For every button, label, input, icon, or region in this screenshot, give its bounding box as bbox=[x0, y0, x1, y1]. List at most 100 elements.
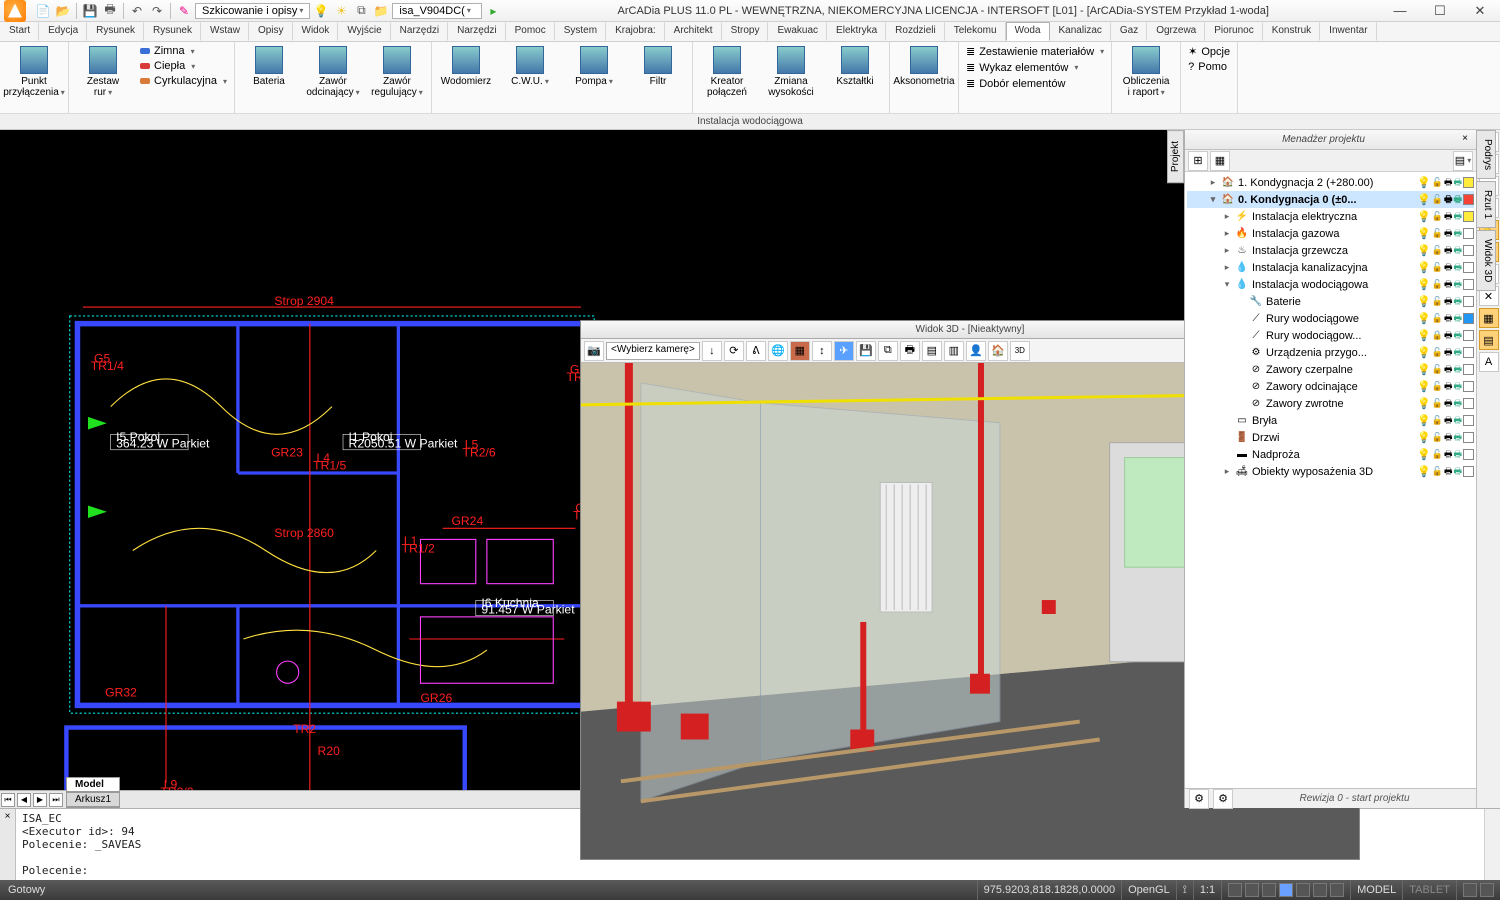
print2-icon[interactable]: 🖶 bbox=[1454, 345, 1463, 361]
visibility-bulb-icon[interactable]: 💡 bbox=[1417, 346, 1431, 359]
visibility-bulb-icon[interactable]: 💡 bbox=[1417, 397, 1431, 410]
menu-wstaw[interactable]: Wstaw bbox=[201, 22, 249, 41]
sheet-nav-first[interactable]: ⏮ bbox=[1, 793, 15, 807]
visibility-bulb-icon[interactable]: 💡 bbox=[1417, 227, 1431, 240]
print-icon[interactable]: 🖶 bbox=[1444, 362, 1453, 378]
color-swatch[interactable] bbox=[1463, 296, 1474, 307]
view3d-copy-icon[interactable]: ⧉ bbox=[878, 341, 898, 361]
menu-elektryka[interactable]: Elektryka bbox=[827, 22, 886, 41]
menu-stropy[interactable]: Stropy bbox=[722, 22, 769, 41]
ribbon-wykaz-elementów[interactable]: ≣Wykaz elementów▾ bbox=[963, 60, 1107, 75]
pm-footer-gear1[interactable]: ⚙ bbox=[1189, 789, 1209, 809]
status-lwt-icon[interactable] bbox=[1330, 883, 1344, 897]
status-snap-icon[interactable] bbox=[1228, 883, 1242, 897]
lock-icon[interactable]: 🔒 bbox=[1432, 330, 1443, 341]
status-ext1-icon[interactable] bbox=[1463, 883, 1477, 897]
sheet-tab-arkusz2[interactable]: Arkusz2 bbox=[66, 807, 120, 808]
lock-icon[interactable]: 🔓 bbox=[1432, 398, 1443, 409]
print-icon[interactable]: 🖶 bbox=[1444, 294, 1453, 310]
print-icon[interactable]: 🖶 bbox=[1444, 277, 1453, 293]
tree-item[interactable]: 🔧Baterie💡🔓🖶🖶 bbox=[1187, 293, 1474, 310]
lock-icon[interactable]: 🔓 bbox=[1432, 194, 1443, 205]
print2-icon[interactable]: 🖶 bbox=[1454, 447, 1463, 463]
ribbon-aksonometria[interactable]: Aksonometria bbox=[894, 44, 954, 89]
color-swatch[interactable] bbox=[1463, 228, 1474, 239]
menu-widok[interactable]: Widok bbox=[293, 22, 339, 41]
visibility-bulb-icon[interactable]: 💡 bbox=[1417, 193, 1431, 206]
tree-item[interactable]: ⟋Rury wodociągowe💡🔓🖶🖶 bbox=[1187, 310, 1474, 327]
color-swatch[interactable] bbox=[1463, 211, 1474, 222]
print-icon[interactable]: 🖶 bbox=[1444, 430, 1453, 446]
tree-item[interactable]: ⊘Zawory czerpalne💡🔓🖶🖶 bbox=[1187, 361, 1474, 378]
pm-btn1[interactable]: ⊞ bbox=[1188, 151, 1208, 171]
lock-icon[interactable]: 🔓 bbox=[1432, 211, 1443, 222]
qat-layers-icon[interactable]: ⧉ bbox=[352, 2, 370, 20]
color-swatch[interactable] bbox=[1463, 313, 1474, 324]
menu-architekt[interactable]: Architekt bbox=[665, 22, 722, 41]
print2-icon[interactable]: 🖶 bbox=[1454, 294, 1463, 310]
minimize-button[interactable]: — bbox=[1380, 0, 1420, 22]
ribbon-kreator-połączeń[interactable]: Kreatorpołączeń bbox=[697, 44, 757, 100]
ribbon-zawór-odcinający[interactable]: Zawórodcinający▾ bbox=[303, 44, 363, 100]
visibility-bulb-icon[interactable]: 💡 bbox=[1417, 278, 1431, 291]
sheet-nav-next[interactable]: ▶ bbox=[33, 793, 47, 807]
rt-color-icon[interactable]: ▦ bbox=[1479, 308, 1499, 328]
sheet-nav-last[interactable]: ⏭ bbox=[49, 793, 63, 807]
menu-rysunek[interactable]: Rysunek bbox=[144, 22, 201, 41]
print2-icon[interactable]: 🖶 bbox=[1454, 464, 1463, 480]
command-scrollbar[interactable] bbox=[1484, 809, 1500, 880]
view3d-brick-icon[interactable]: ▦ bbox=[790, 341, 810, 361]
lock-icon[interactable]: 🔓 bbox=[1432, 313, 1443, 324]
menu-pomoc[interactable]: Pomoc bbox=[506, 22, 555, 41]
status-scale[interactable]: 1:1 bbox=[1193, 880, 1221, 900]
side-tab-widok-3d[interactable]: Widok 3D bbox=[1476, 230, 1496, 291]
ribbon-bateria[interactable]: Bateria bbox=[239, 44, 299, 89]
ribbon-filtr[interactable]: Filtr bbox=[628, 44, 688, 89]
view3d-walk-icon[interactable]: ᕕ bbox=[746, 341, 766, 361]
menu-inwentar[interactable]: Inwentar bbox=[1320, 22, 1376, 41]
visibility-bulb-icon[interactable]: 💡 bbox=[1417, 295, 1431, 308]
print-icon[interactable]: 🖶 bbox=[1444, 209, 1453, 225]
view3d-camera-icon[interactable]: 📷 bbox=[584, 341, 604, 361]
print2-icon[interactable]: 🖶 bbox=[1454, 430, 1463, 446]
ribbon-dobór-elementów[interactable]: ≣Dobór elementów bbox=[963, 76, 1107, 91]
view3d-print-icon[interactable]: 🖶 bbox=[900, 341, 920, 361]
sheet-nav-prev[interactable]: ◀ bbox=[17, 793, 31, 807]
view3d-section-icon[interactable]: ▥ bbox=[944, 341, 964, 361]
lock-icon[interactable]: 🔓 bbox=[1432, 381, 1443, 392]
print2-icon[interactable]: 🖶 bbox=[1454, 328, 1463, 344]
color-swatch[interactable] bbox=[1463, 245, 1474, 256]
side-tab-podrys[interactable]: Podrys bbox=[1476, 130, 1496, 179]
view3d-globe-icon[interactable]: 🌐 bbox=[768, 341, 788, 361]
print-icon[interactable]: 🖶 bbox=[1444, 226, 1453, 242]
print2-icon[interactable]: 🖶 bbox=[1454, 260, 1463, 276]
print2-icon[interactable]: 🖶 bbox=[1454, 379, 1463, 395]
tree-toggle-icon[interactable]: ▸ bbox=[1208, 177, 1218, 188]
close-button[interactable]: ✕ bbox=[1460, 0, 1500, 22]
print2-icon[interactable]: 🖶 bbox=[1454, 226, 1463, 242]
print-icon[interactable]: 🖶 bbox=[1444, 413, 1453, 429]
print2-icon[interactable]: 🖶 bbox=[1454, 277, 1463, 293]
visibility-bulb-icon[interactable]: 💡 bbox=[1417, 431, 1431, 444]
color-swatch[interactable] bbox=[1463, 398, 1474, 409]
color-swatch[interactable] bbox=[1463, 347, 1474, 358]
ribbon-pompa[interactable]: Pompa▾ bbox=[564, 44, 624, 89]
pm-btn2[interactable]: ▦ bbox=[1210, 151, 1230, 171]
view3d-axis-icon[interactable]: ↕ bbox=[812, 341, 832, 361]
color-swatch[interactable] bbox=[1463, 262, 1474, 273]
side-tab-rzut-1[interactable]: Rzut 1 bbox=[1476, 181, 1496, 228]
qat-print-icon[interactable]: 🖶 bbox=[101, 2, 119, 20]
view3d-save-icon[interactable]: 💾 bbox=[856, 341, 876, 361]
tree-item[interactable]: ⚙Urządzenia przygo...💡🔓🖶🖶 bbox=[1187, 344, 1474, 361]
tree-item[interactable]: ▸💧Instalacja kanalizacyjna💡🔓🖶🖶 bbox=[1187, 259, 1474, 276]
ribbon-wodomierz[interactable]: Wodomierz bbox=[436, 44, 496, 89]
print2-icon[interactable]: 🖶 bbox=[1454, 243, 1463, 259]
tree-toggle-icon[interactable]: ▾ bbox=[1222, 279, 1232, 290]
visibility-bulb-icon[interactable]: 💡 bbox=[1417, 210, 1431, 223]
camera-dropdown[interactable]: <Wybierz kamerę> bbox=[606, 342, 700, 360]
print-icon[interactable]: 🖶 bbox=[1444, 192, 1453, 208]
menu-wyjcie[interactable]: Wyjście bbox=[338, 22, 390, 41]
visibility-bulb-icon[interactable]: 💡 bbox=[1417, 380, 1431, 393]
print-icon[interactable]: 🖶 bbox=[1444, 311, 1453, 327]
print2-icon[interactable]: 🖶 bbox=[1454, 192, 1463, 208]
